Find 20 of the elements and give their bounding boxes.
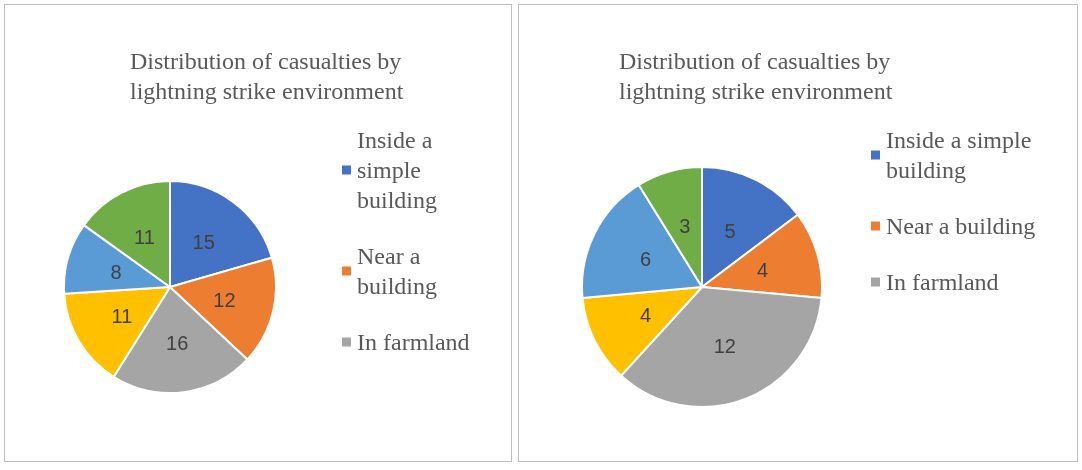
data-label: 11 [134,226,155,249]
data-label: 4 [757,258,769,281]
data-label: 4 [640,304,652,327]
chart-title: Distribution of casualties by lightning strike environment [619,48,897,104]
data-label: 12 [213,289,236,312]
data-label: 5 [724,219,736,242]
legend-label: Inside a simple building [357,127,439,213]
data-label: 3 [679,215,691,238]
legend-label: In farmland [886,269,999,295]
legend-label: Near a building [357,243,438,299]
data-label: 11 [111,304,133,327]
legend-label: Near a building [886,213,1036,239]
data-label: 12 [713,334,736,357]
data-label: 16 [166,331,189,354]
legend-label: Inside a simple building [886,127,1038,183]
data-label: 6 [640,247,652,270]
chart-title: Distribution of casualties by lightning strike environment [130,48,408,104]
legend-label: In farmland [357,329,470,355]
data-label: 15 [192,231,215,254]
data-label: 8 [110,260,122,283]
